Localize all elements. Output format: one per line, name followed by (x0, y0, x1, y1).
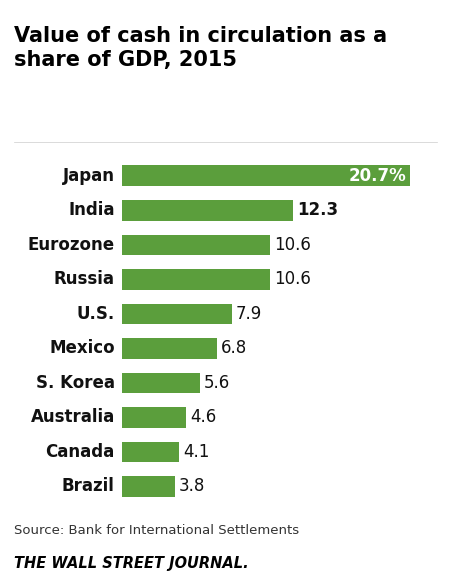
Text: 5.6: 5.6 (204, 374, 230, 392)
Text: Brazil: Brazil (62, 478, 115, 496)
Text: 10.6: 10.6 (274, 270, 311, 288)
Text: U.S.: U.S. (77, 305, 115, 323)
Text: 20.7%: 20.7% (349, 167, 407, 185)
Bar (122, 372, 200, 393)
Text: Eurozone: Eurozone (28, 236, 115, 254)
Bar (122, 166, 410, 186)
Bar (122, 269, 270, 290)
Text: 7.9: 7.9 (236, 305, 262, 323)
Text: 12.3: 12.3 (297, 202, 339, 220)
Text: 4.6: 4.6 (190, 408, 216, 426)
Text: 6.8: 6.8 (221, 339, 247, 357)
Bar (122, 476, 175, 497)
Text: 10.6: 10.6 (274, 236, 311, 254)
Bar (122, 235, 270, 255)
Text: Source: Bank for International Settlements: Source: Bank for International Settlemen… (14, 525, 299, 537)
Text: 4.1: 4.1 (183, 443, 209, 461)
Text: Canada: Canada (46, 443, 115, 461)
Text: THE WALL STREET JOURNAL.: THE WALL STREET JOURNAL. (14, 555, 248, 571)
Bar (122, 338, 216, 359)
Text: S. Korea: S. Korea (36, 374, 115, 392)
Text: Mexico: Mexico (49, 339, 115, 357)
Text: Russia: Russia (54, 270, 115, 288)
Text: Value of cash in circulation as a
share of GDP, 2015: Value of cash in circulation as a share … (14, 26, 387, 70)
Text: Australia: Australia (31, 408, 115, 426)
Bar (122, 442, 179, 462)
Bar (122, 200, 293, 221)
Bar (122, 407, 186, 428)
Text: India: India (68, 202, 115, 220)
Text: Japan: Japan (63, 167, 115, 185)
Text: 3.8: 3.8 (179, 478, 205, 496)
Bar (122, 303, 232, 324)
